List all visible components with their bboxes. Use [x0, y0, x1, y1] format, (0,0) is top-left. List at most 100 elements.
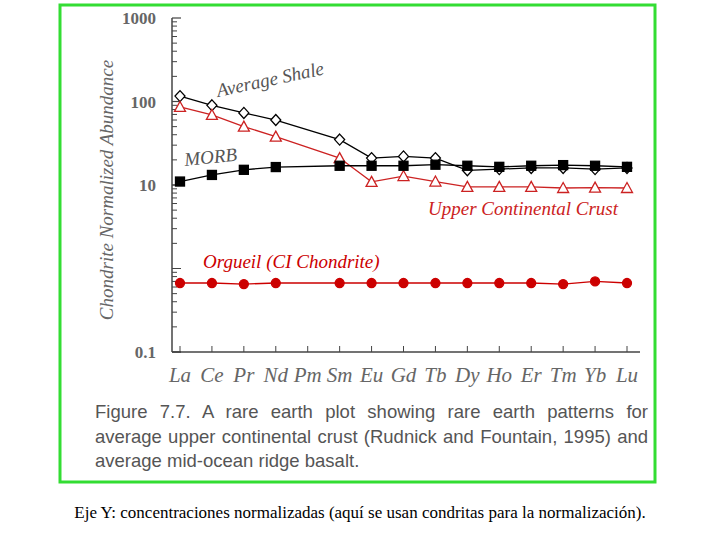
minor-tick	[172, 228, 177, 229]
marker-square	[239, 165, 248, 174]
y-tick-label: 1000	[122, 9, 156, 28]
x-tick-label: Sm	[327, 363, 353, 387]
x-tick-label: Lu	[615, 363, 638, 387]
marker-square	[527, 161, 536, 170]
minor-tick	[172, 287, 177, 288]
marker-triangle	[398, 171, 409, 181]
x-tick	[371, 346, 372, 352]
minor-tick	[172, 188, 177, 189]
marker-triangle	[366, 176, 377, 186]
frame	[60, 5, 655, 482]
minor-tick	[172, 43, 177, 44]
marker-circle	[335, 279, 344, 288]
minor-tick	[172, 36, 177, 37]
marker-triangle	[494, 181, 505, 191]
minor-tick	[172, 105, 177, 106]
x-tick-label: Dy	[454, 363, 480, 387]
series-line	[180, 107, 627, 188]
x-tick-label: Pr	[232, 363, 255, 387]
x-tick	[403, 346, 404, 352]
x-tick	[435, 346, 436, 352]
x-tick	[467, 346, 468, 352]
minor-tick	[172, 243, 177, 244]
series-label: Orgueil (CI Chondrite)	[203, 251, 380, 273]
marker-diamond	[622, 162, 632, 173]
x-tick	[180, 346, 181, 352]
marker-diamond	[271, 115, 281, 126]
x-tick	[339, 346, 340, 352]
marker-circle	[623, 279, 632, 288]
marker-square	[367, 161, 376, 170]
minor-tick	[172, 210, 177, 211]
minor-tick	[172, 145, 177, 146]
marker-circle	[271, 279, 280, 288]
marker-triangle	[175, 101, 186, 111]
marker-diamond	[335, 134, 345, 145]
series-label: Average Shale	[213, 58, 326, 102]
x-tick-label: Tb	[424, 363, 446, 387]
x-tick-label: Pm	[293, 363, 322, 387]
marker-triangle	[270, 131, 281, 141]
marker-triangle	[462, 181, 473, 191]
x-tick	[531, 346, 532, 352]
minor-tick	[172, 51, 177, 52]
x-tick-label: Nd	[263, 363, 289, 387]
marker-diamond	[239, 107, 249, 118]
marker-circle	[176, 279, 185, 288]
marker-circle	[431, 279, 440, 288]
x-tick-label: Ho	[485, 363, 512, 387]
x-tick-label: Ce	[200, 363, 223, 387]
minor-tick	[172, 301, 177, 302]
y-axis-label: Chondrite Normalized Abundance	[96, 60, 117, 320]
marker-square	[623, 162, 632, 171]
marker-square	[207, 170, 216, 179]
x-tick-label: Tm	[550, 363, 577, 387]
series-line	[180, 96, 627, 170]
caption: Figure 7.7. A rare earth plot showing ra…	[95, 400, 648, 474]
minor-tick	[172, 293, 177, 294]
marker-circle	[367, 279, 376, 288]
minor-tick	[172, 21, 177, 22]
minor-tick	[172, 134, 177, 135]
x-tick	[307, 346, 308, 352]
minor-tick	[172, 312, 177, 313]
marker-diamond	[175, 91, 185, 102]
minor-tick	[172, 26, 177, 27]
x-tick-label: Yb	[584, 363, 606, 387]
marker-circle	[463, 279, 472, 288]
x-tick	[275, 346, 276, 352]
marker-triangle	[238, 121, 249, 131]
x-tick	[595, 346, 596, 352]
marker-triangle	[430, 176, 441, 186]
minor-tick	[172, 114, 177, 115]
marker-diamond	[399, 151, 409, 162]
x-tick	[563, 346, 564, 352]
marker-triangle	[590, 182, 601, 192]
minor-tick	[172, 120, 177, 121]
marker-circle	[495, 279, 504, 288]
marker-circle	[239, 280, 248, 289]
plot-area	[175, 91, 633, 289]
marker-square	[399, 161, 408, 170]
x-tick-label: Gd	[391, 363, 417, 387]
marker-square	[431, 160, 440, 169]
note: Eje Y: concentraciones normalizadas (aqu…	[0, 503, 720, 523]
minor-tick	[172, 218, 177, 219]
marker-triangle	[206, 109, 217, 119]
x-tick	[211, 346, 212, 352]
minor-tick	[172, 61, 177, 62]
y-tick	[172, 17, 181, 18]
minor-tick	[172, 276, 177, 277]
series-label: MORB	[182, 144, 238, 171]
y-tick-label: 0.1	[135, 343, 156, 362]
marker-square	[559, 161, 568, 170]
series-label: Upper Continental Crust	[428, 198, 619, 219]
minor-tick	[172, 30, 177, 31]
page: 0.1101001000Chondrite Normalized Abundan…	[0, 0, 720, 540]
minor-tick	[172, 126, 177, 127]
marker-square	[335, 161, 344, 170]
marker-square	[591, 161, 600, 170]
marker-triangle	[526, 181, 537, 191]
marker-circle	[559, 280, 568, 289]
x-tick	[243, 346, 244, 352]
